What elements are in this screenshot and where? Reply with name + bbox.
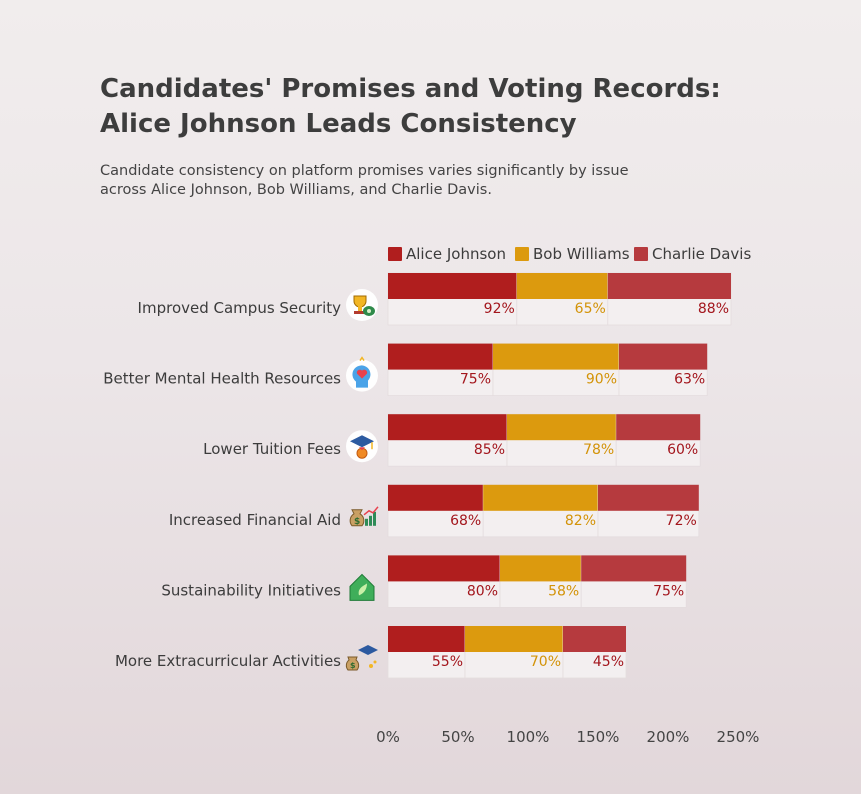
legend-swatch — [634, 247, 648, 261]
legend-label: Bob Williams — [533, 245, 630, 263]
legend-label: Alice Johnson — [406, 245, 506, 263]
value-label: 55% — [432, 654, 463, 670]
bar-segment — [598, 484, 699, 511]
value-label: 75% — [460, 372, 491, 388]
bar-segment — [465, 626, 563, 652]
bar-segment — [388, 626, 465, 652]
bar-segment — [493, 343, 619, 370]
bar-segment — [500, 555, 582, 582]
bar-group: Improved Campus Security 92% 65% 88% — [138, 272, 732, 326]
value-label: 90% — [586, 372, 617, 388]
value-label: 82% — [565, 513, 596, 529]
value-label: 78% — [583, 442, 614, 458]
bar-group: Increased Financial Aid $68% 82% 72% — [169, 484, 700, 538]
bar-segment — [388, 343, 493, 370]
trophy-money-icon — [346, 289, 378, 321]
value-label: 72% — [666, 513, 697, 529]
legend: Alice Johnson Bob Williams Charlie Davis — [388, 245, 751, 263]
value-label: 45% — [593, 654, 624, 670]
grad-cap-money-icon: $ — [345, 645, 378, 671]
legend-label: Charlie Davis — [652, 245, 751, 263]
bar-segment — [619, 343, 708, 370]
value-label: 58% — [548, 583, 579, 599]
bar-segment — [581, 555, 687, 582]
bar-segment — [388, 414, 507, 441]
x-tick-label: 100% — [507, 728, 550, 746]
value-label: 92% — [484, 301, 515, 317]
bar-segment — [388, 484, 484, 511]
value-label: 68% — [450, 513, 481, 529]
category-label: Better Mental Health Resources — [103, 370, 341, 388]
bar-segment — [507, 414, 617, 441]
bar-group: Lower Tuition Fees 85% 78% 60% — [203, 413, 701, 467]
eco-house-icon — [349, 573, 375, 601]
value-label: 85% — [474, 442, 505, 458]
value-label: 65% — [575, 301, 606, 317]
chart-subtitle: Candidate consistency on platform promis… — [100, 163, 629, 198]
category-label: Lower Tuition Fees — [203, 440, 341, 458]
bar-segment — [388, 555, 500, 582]
x-tick-label: 150% — [577, 728, 620, 746]
category-label: More Extracurricular Activities — [115, 652, 341, 670]
x-tick-label: 50% — [441, 728, 474, 746]
chart-title: Candidates' Promises and Voting Records:… — [100, 74, 721, 139]
value-label: 88% — [698, 301, 729, 317]
category-label: Increased Financial Aid — [169, 511, 341, 529]
x-axis: 0% 50% 100% 150% 200% 250% — [376, 728, 759, 746]
graduation-medal-icon — [346, 430, 378, 463]
money-bag-chart-icon: $ — [349, 506, 379, 527]
category-label: Sustainability Initiatives — [161, 581, 341, 599]
svg-text:$: $ — [354, 517, 360, 527]
value-label: 75% — [653, 583, 684, 599]
bar-group: Sustainability Initiatives 80% 58% 75% — [161, 555, 687, 608]
bar-group: Better Mental Health Resources 75% 90% 63% — [103, 343, 708, 397]
x-tick-label: 0% — [376, 728, 400, 746]
value-label: 63% — [674, 372, 705, 388]
bar-segment — [483, 484, 598, 511]
bar-group: More Extracurricular Activities $55% 70% 45… — [115, 625, 627, 679]
legend-item-3: Charlie Davis — [634, 245, 751, 263]
category-label: Improved Campus Security — [138, 299, 342, 317]
x-tick-label: 200% — [647, 728, 690, 746]
bar-segment — [516, 273, 608, 299]
legend-swatch — [388, 247, 402, 261]
legend-item-1: Alice Johnson — [388, 245, 506, 263]
legend-item-2: Bob Williams — [515, 245, 630, 263]
legend-swatch — [515, 247, 529, 261]
bar-segment — [388, 273, 517, 299]
mind-heart-icon — [346, 356, 378, 392]
bar-segment — [607, 273, 731, 299]
value-label: 70% — [530, 654, 561, 670]
bar-segment — [616, 414, 701, 441]
value-label: 80% — [467, 583, 498, 599]
svg-text:$: $ — [350, 661, 356, 670]
bar-segment — [563, 626, 626, 652]
value-label: 60% — [667, 442, 698, 458]
x-tick-label: 250% — [717, 728, 760, 746]
